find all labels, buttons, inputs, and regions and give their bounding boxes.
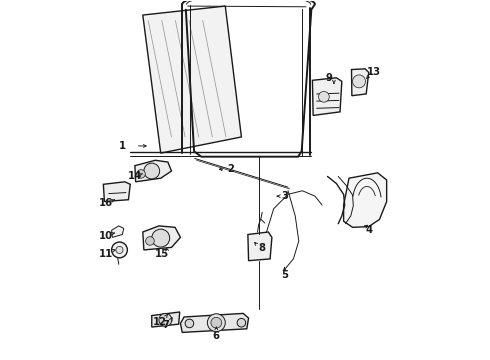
- Polygon shape: [135, 160, 171, 182]
- Text: 14: 14: [127, 171, 142, 181]
- Polygon shape: [152, 312, 180, 327]
- Text: 3: 3: [282, 191, 289, 201]
- Text: 11: 11: [98, 248, 113, 258]
- Circle shape: [207, 314, 225, 332]
- Circle shape: [152, 229, 170, 247]
- Text: 8: 8: [259, 243, 266, 253]
- Text: 6: 6: [213, 331, 220, 341]
- Text: 9: 9: [326, 73, 333, 83]
- Circle shape: [185, 319, 194, 328]
- Circle shape: [137, 170, 146, 178]
- Text: 12: 12: [153, 317, 167, 327]
- Circle shape: [159, 314, 172, 326]
- Polygon shape: [351, 69, 368, 96]
- Polygon shape: [343, 173, 387, 227]
- Circle shape: [146, 237, 154, 245]
- Text: 16: 16: [99, 198, 113, 208]
- Circle shape: [116, 246, 123, 253]
- Text: 2: 2: [227, 164, 234, 174]
- Text: 10: 10: [99, 231, 113, 240]
- Text: 7: 7: [163, 320, 170, 330]
- Text: 1: 1: [119, 141, 126, 151]
- Polygon shape: [103, 182, 130, 202]
- Polygon shape: [313, 78, 342, 116]
- Text: 15: 15: [155, 248, 169, 258]
- Polygon shape: [143, 6, 242, 153]
- Polygon shape: [143, 226, 180, 250]
- Text: 5: 5: [281, 270, 288, 280]
- Polygon shape: [248, 232, 272, 261]
- Text: 13: 13: [367, 67, 380, 77]
- Circle shape: [318, 91, 329, 102]
- Circle shape: [237, 319, 245, 327]
- Circle shape: [353, 75, 366, 88]
- Polygon shape: [112, 226, 124, 237]
- Circle shape: [211, 318, 221, 328]
- Polygon shape: [180, 314, 248, 332]
- Circle shape: [112, 242, 127, 258]
- Circle shape: [144, 163, 160, 179]
- Text: 4: 4: [365, 225, 372, 235]
